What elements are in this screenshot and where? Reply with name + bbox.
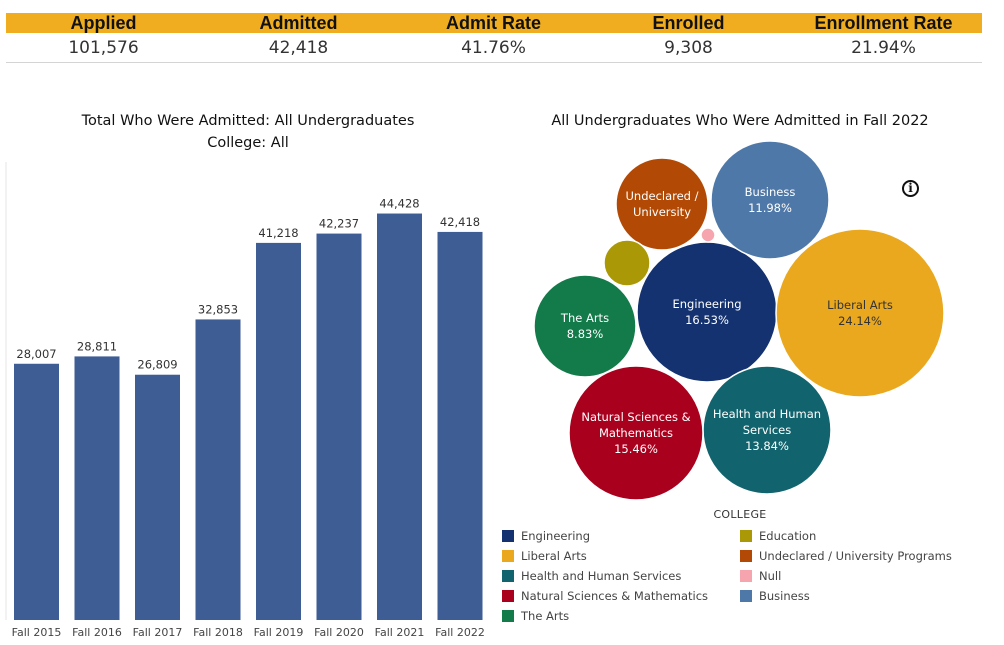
bar-value-label: 28,007 <box>16 347 56 361</box>
bar-fall-2016[interactable] <box>74 356 120 620</box>
legend-label: Health and Human Services <box>521 569 682 583</box>
bubble-chart-title: All Undergraduates Who Were Admitted in … <box>551 113 929 129</box>
bubble-label: Undeclared / <box>625 189 698 203</box>
bubble-business[interactable] <box>710 140 830 260</box>
bubble-percent-label: 15.46% <box>614 442 658 456</box>
bubble-percent-label: 13.84% <box>745 439 789 453</box>
kpi-values-row: 101,576 42,418 41.76% 9,308 21.94% <box>6 34 982 63</box>
bubble-education[interactable] <box>603 239 651 287</box>
bubble-percent-label: 11.98% <box>748 201 792 215</box>
bar-value-label: 44,428 <box>379 197 419 211</box>
bar-chart: 28,007 Fall 2015 28,811 Fall 2016 26,809 Fall… <box>5 162 485 639</box>
kpi-header-band: Applied Admitted Admit Rate Enrolled Enr… <box>6 13 982 33</box>
legend-swatch <box>740 530 752 542</box>
bar-fall-2015[interactable] <box>14 363 59 620</box>
legend-item[interactable]: Education <box>740 528 816 544</box>
legend-label: Undeclared / University Programs <box>759 549 952 563</box>
bar-chart-subtitle: College: All <box>207 135 289 151</box>
legend-swatch <box>502 610 514 622</box>
bar-fall-2021[interactable] <box>377 213 422 620</box>
legend-item[interactable]: Business <box>740 588 810 604</box>
kpi-value-admitted: 42,418 <box>268 38 329 58</box>
bubble-natural-sciences-mathematics[interactable] <box>568 365 704 501</box>
kpi-value-enrolled: 9,308 <box>664 38 713 58</box>
legend-item[interactable]: Null <box>740 568 781 584</box>
bubble-engineering[interactable] <box>636 241 778 383</box>
x-tick-label: Fall 2016 <box>72 626 122 639</box>
bar-value-label: 42,237 <box>319 217 359 231</box>
x-tick-label: Fall 2022 <box>435 626 485 639</box>
x-tick-label: Fall 2017 <box>133 626 183 639</box>
kpi-value-enrollment-rate: 21.94% <box>851 38 916 58</box>
bubble-label: Mathematics <box>599 426 673 440</box>
kpi-label-admitted: Admitted <box>259 13 338 33</box>
legend-label: Liberal Arts <box>521 549 587 563</box>
bubble-label: Natural Sciences & <box>581 410 690 424</box>
bubble-chart: Engineering 16.53% Liberal Arts 24.14% Healt… <box>533 140 945 501</box>
bar-fall-2017[interactable] <box>135 374 180 620</box>
x-tick-label: Fall 2015 <box>12 626 62 639</box>
info-icon[interactable]: i <box>902 180 919 197</box>
bar-fall-2020[interactable] <box>316 233 362 620</box>
x-tick-label: Fall 2019 <box>254 626 304 639</box>
bubble-label: Health and Human <box>713 407 821 421</box>
x-tick-label: Fall 2020 <box>314 626 364 639</box>
legend-item[interactable]: Liberal Arts <box>502 548 587 564</box>
legend-swatch <box>740 590 752 602</box>
bubble-percent-label: 24.14% <box>838 314 882 328</box>
kpi-label-enrollment-rate: Enrollment Rate <box>814 13 953 33</box>
legend-item[interactable]: Health and Human Services <box>502 568 681 584</box>
legend-label: Null <box>759 569 782 583</box>
bubble-percent-label: 16.53% <box>685 313 729 327</box>
bubble-the-arts[interactable] <box>533 274 637 378</box>
kpi-value-admit-rate: 41.76% <box>461 38 526 58</box>
bubble-percent-label: 8.83% <box>567 327 604 341</box>
bar-chart-title-block: Total Who Were Admitted: All Undergradua… <box>0 110 496 154</box>
kpi-label-applied: Applied <box>70 13 137 33</box>
legend-swatch <box>740 550 752 562</box>
bar-value-label: 41,218 <box>258 226 298 240</box>
kpi-value-applied: 101,576 <box>68 38 139 58</box>
bubble-label: Liberal Arts <box>827 298 893 312</box>
bar-fall-2022[interactable] <box>437 231 483 621</box>
bubble-undeclared-university-programs[interactable] <box>615 157 709 251</box>
legend-item[interactable]: Undeclared / University Programs <box>740 548 952 564</box>
legend-label: Education <box>759 529 817 543</box>
legend-swatch <box>502 570 514 582</box>
x-tick-label: Fall 2018 <box>193 626 243 639</box>
legend-swatch <box>502 590 514 602</box>
legend-label: Business <box>759 589 810 603</box>
bar-value-label: 26,809 <box>137 358 177 372</box>
bubble-label: Business <box>745 185 796 199</box>
legend-item[interactable]: The Arts <box>502 608 569 624</box>
x-tick-label: Fall 2021 <box>375 626 425 639</box>
legend-swatch <box>502 550 514 562</box>
bar-value-label: 42,418 <box>440 215 480 229</box>
bubble-null[interactable] <box>700 227 716 243</box>
legend-title: COLLEGE <box>713 508 767 521</box>
bar-fall-2019[interactable] <box>256 242 301 620</box>
bar-value-label: 32,853 <box>198 302 238 316</box>
legend-label: Engineering <box>521 529 590 543</box>
bar-chart-title: Total Who Were Admitted: All Undergradua… <box>81 113 415 129</box>
legend-label: Natural Sciences & Mathematics <box>521 589 709 603</box>
bubble-label: Engineering <box>673 297 742 311</box>
bar-fall-2018[interactable] <box>195 319 241 620</box>
bubble-label: Services <box>743 423 792 437</box>
legend-swatch <box>502 530 514 542</box>
legend-label: The Arts <box>521 609 570 623</box>
bubble-label: University <box>633 205 691 219</box>
kpi-label-admit-rate: Admit Rate <box>445 13 541 33</box>
legend-item[interactable]: Engineering <box>502 528 590 544</box>
bubble-liberal-arts[interactable] <box>775 228 945 398</box>
bubble-label: The Arts <box>560 311 609 325</box>
kpi-label-enrolled: Enrolled <box>652 13 725 33</box>
bar-value-label: 28,811 <box>77 339 117 353</box>
legend-item[interactable]: Natural Sciences & Mathematics <box>502 588 708 604</box>
legend-swatch <box>740 570 752 582</box>
